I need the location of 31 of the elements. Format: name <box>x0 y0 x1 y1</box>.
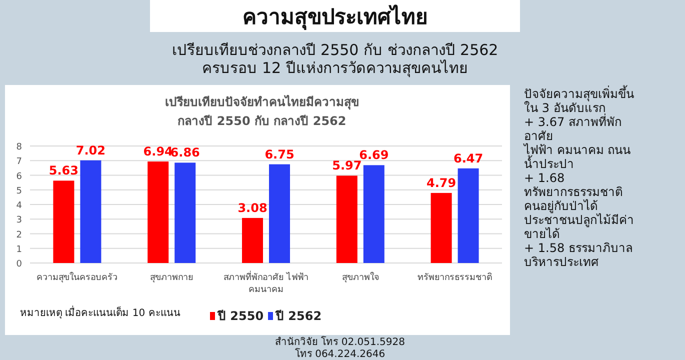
y-tick-label: 6 <box>16 172 22 182</box>
x-tick-label: ความสุขในครอบครัว <box>36 272 118 283</box>
data-label: 3.08 <box>238 200 268 215</box>
subtitle: เปรียบเทียบช่วงกลางปี 2550 กับ ช่วงกลางปี 2562 ครบรอบ 12 ปีแห่งการวัดความสุขคนไทย <box>172 41 498 77</box>
y-tick-label: 7 <box>16 157 22 168</box>
x-tick-label: สุขภาพใจ <box>342 272 379 283</box>
y-tick-label: 2 <box>16 230 22 240</box>
data-label: 4.79 <box>426 176 456 190</box>
annotation: สำนักวิจัย โทร 02.051.5928 โทร 064.224.2646 <box>275 337 405 360</box>
legend-label: ปี 2550 <box>217 309 264 323</box>
y-tick-label: 0 <box>16 260 22 270</box>
legend-label: ปี 2562 <box>275 309 322 323</box>
annotation: หมายเหตุ เมื่อคะแนนเต็ม 10 คะแนน <box>20 308 180 319</box>
y-tick-label: 5 <box>16 186 22 196</box>
data-label: 5.97 <box>332 158 362 173</box>
data-label: 6.47 <box>453 151 484 166</box>
data-label: 6.94 <box>143 144 173 159</box>
y-tick-label: 4 <box>16 201 22 211</box>
data-label: 5.63 <box>48 164 79 178</box>
x-tick-label: สุขภาพกาย <box>150 273 194 283</box>
annotation: ปัจจัยความสุขเพิ่มขึ้น ใน 3 อันดับแรก + 3.67 สภาพที่พัก อาศัย ไฟฟ้า คมนาคม ถนน น้ำประปา + 1.68 ทรัพยากรธรรมชาติ คนอยู่กับป่าได้ ประชาชนปลูกไม้มีค่า ขายได้ + 1.58 ธรรมาภิบาล บริหารประเทศ <box>524 87 634 269</box>
data-label: 7.02 <box>76 143 106 158</box>
x-tick-label: ทรัพยากรธรรมชาติ <box>417 272 492 283</box>
data-label: 6.86 <box>170 146 200 160</box>
data-label: 6.75 <box>264 147 294 162</box>
y-tick-label: 8 <box>16 142 22 152</box>
x-tick-label: สภาพที่พักอาศัย ไฟฟ้า คมนาคม <box>224 270 308 295</box>
title: ความสุขประเทศไทย <box>242 5 428 29</box>
y-tick-label: 3 <box>16 216 22 226</box>
y-tick-label: 1 <box>16 244 22 255</box>
annotation: เปรียบเทียบปัจจัยทำคนไทยมีความสุข กลางปี 2550 กับ กลางปี 2562 <box>165 95 359 128</box>
